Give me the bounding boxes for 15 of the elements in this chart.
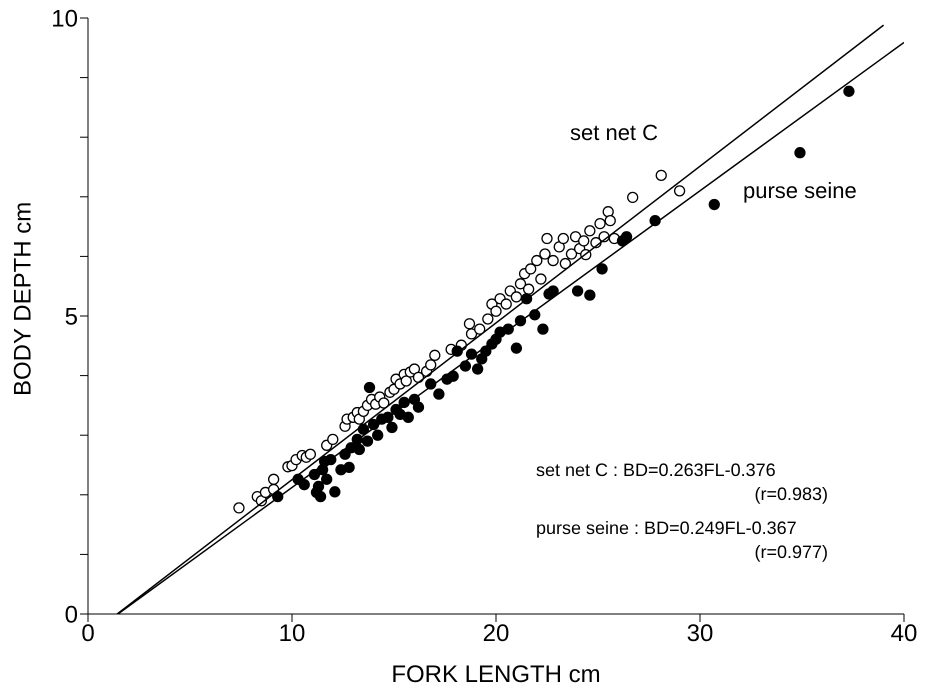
annotation: purse seine [743,178,857,204]
y-tick-label: 5 [64,304,78,331]
annotation: purse seine : BD=0.249FL-0.367 [536,517,798,540]
x-axis-title: FORK LENGTH cm [391,661,601,688]
x-tick-label: 10 [278,620,306,648]
annotation: (r=0.983) [753,483,828,506]
annotation: set net C [570,120,658,146]
x-tick-label: 20 [482,620,510,648]
y-axis-title: BODY DEPTH cm [10,202,37,396]
y-tick-label: 10 [51,6,78,33]
annotation: (r=0.977) [753,541,828,564]
x-tick-label: 30 [686,620,714,648]
x-tick-label: 40 [890,620,918,648]
annotation: set net C : BD=0.263FL-0.376 [536,459,777,482]
y-tick-label: 0 [64,602,78,629]
